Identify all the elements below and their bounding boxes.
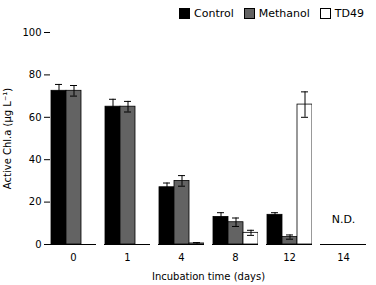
svg-text:80: 80: [29, 69, 42, 80]
svg-text:Incubation time (days): Incubation time (days): [152, 271, 265, 282]
svg-text:14: 14: [337, 252, 350, 263]
svg-text:100: 100: [22, 27, 41, 38]
html-text:TD49: TD49: [334, 6, 364, 20]
svg-text:60: 60: [29, 112, 42, 123]
svg-text:1: 1: [124, 252, 130, 263]
svg-text:8: 8: [232, 252, 238, 263]
svg-text:0: 0: [70, 252, 76, 263]
svg-text:Active Chl.a (μg L⁻¹): Active Chl.a (μg L⁻¹): [2, 88, 13, 189]
svg-text:12: 12: [283, 252, 296, 263]
svg-text:0: 0: [35, 239, 41, 250]
svg-text:20: 20: [29, 196, 42, 207]
html-text:Methanol: Methanol: [258, 6, 310, 20]
svg-text:4: 4: [178, 252, 184, 263]
svg-text:40: 40: [29, 154, 42, 165]
html-text:Control: Control: [194, 6, 234, 20]
svg-text:N.D.: N.D.: [332, 213, 356, 226]
